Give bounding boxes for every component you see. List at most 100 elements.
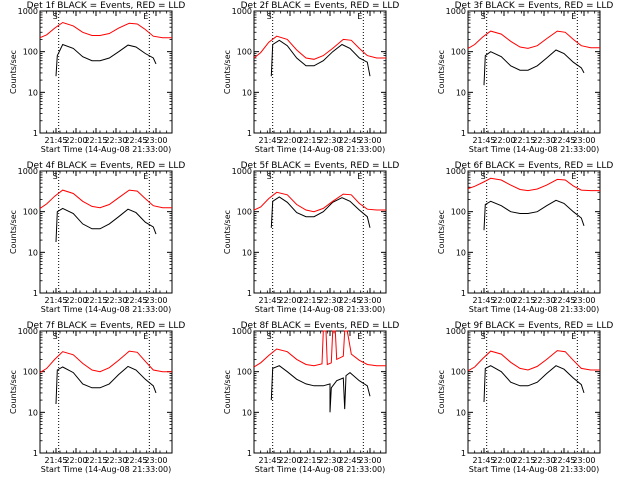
plot-frame — [467, 10, 601, 134]
x-axis-label: Start Time (14-Aug-08 21:33:00) — [41, 465, 172, 474]
series-lld — [39, 189, 172, 209]
x-axis-label: Start Time (14-Aug-08 21:33:00) — [41, 305, 172, 314]
y-tick-label: 1000 — [18, 7, 38, 16]
x-tick-label: 21:45 — [258, 456, 281, 465]
x-tick-label: 22:30 — [318, 296, 341, 305]
marker-label: E — [571, 332, 576, 341]
marker-label: E — [357, 332, 362, 341]
x-tick-label: 22:45 — [124, 136, 147, 145]
x-tick-label: 22:15 — [298, 136, 321, 145]
plot-frame — [253, 10, 387, 134]
x-tick-label: 22:30 — [532, 456, 555, 465]
plot-frame — [39, 10, 173, 134]
y-tick-label: 1000 — [18, 167, 38, 176]
y-tick-label: 1000 — [232, 327, 252, 336]
y-axis-label: Counts/sec — [9, 210, 18, 254]
panel-title: Det 4f BLACK = Events, RED = LLD — [27, 161, 186, 171]
x-tick-label: 22:00 — [64, 456, 87, 465]
plot-frame — [467, 330, 601, 454]
marker-label: E — [571, 12, 576, 21]
series-lld — [253, 330, 386, 368]
panel-title: Det 7f BLACK = Events, RED = LLD — [27, 321, 186, 331]
x-tick-label: 22:30 — [532, 136, 555, 145]
y-tick-label: 1000 — [446, 327, 466, 336]
marker-label: E — [357, 12, 362, 21]
x-tick-label: 22:30 — [532, 296, 555, 305]
x-tick-label: 23:00 — [572, 456, 595, 465]
y-tick-label: 100 — [451, 208, 466, 217]
y-tick-label: 1 — [33, 289, 38, 298]
x-tick-label: 22:45 — [338, 136, 361, 145]
y-tick-label: 100 — [23, 368, 38, 377]
x-tick-label: 23:00 — [144, 136, 167, 145]
x-tick-label: 21:45 — [44, 456, 67, 465]
x-tick-label: 22:45 — [338, 456, 361, 465]
y-tick-label: 1000 — [446, 167, 466, 176]
x-tick-label: 22:15 — [512, 136, 535, 145]
x-tick-label: 22:00 — [64, 296, 87, 305]
y-axis-label: Counts/sec — [9, 50, 18, 94]
x-tick-label: 21:45 — [258, 136, 281, 145]
y-axis-label: Counts/sec — [223, 370, 232, 414]
series-lld — [39, 350, 172, 374]
panel-det-1f: Det 1f BLACK = Events, RED = LLD 1 10 100 10… — [9, 1, 185, 154]
panel-det-9f: Det 9f BLACK = Events, RED = LLD 1 10 100 10… — [437, 321, 613, 474]
series-lld — [467, 177, 600, 192]
marker-label: S — [481, 12, 486, 21]
y-axis-label: Counts/sec — [223, 210, 232, 254]
series-events — [483, 365, 585, 403]
x-tick-label: 22:15 — [84, 296, 107, 305]
series-events — [270, 196, 371, 228]
series-lld — [253, 35, 386, 60]
plot-frame — [467, 170, 601, 294]
y-tick-label: 1000 — [232, 7, 252, 16]
marker-label: E — [143, 12, 148, 21]
x-tick-label: 22:30 — [104, 136, 127, 145]
x-tick-label: 22:15 — [298, 296, 321, 305]
series-events — [270, 365, 371, 413]
marker-label: E — [571, 172, 576, 181]
x-tick-label: 22:15 — [84, 136, 107, 145]
marker-label: S — [53, 12, 58, 21]
y-tick-label: 1 — [247, 289, 252, 298]
x-tick-label: 22:15 — [84, 456, 107, 465]
plot-frame — [253, 330, 387, 454]
series-lld — [467, 350, 600, 372]
y-axis-label: Counts/sec — [437, 50, 446, 94]
series-lld — [39, 21, 172, 39]
panel-det-7f: Det 7f BLACK = Events, RED = LLD 1 10 100 10… — [9, 321, 185, 474]
x-tick-label: 22:45 — [338, 296, 361, 305]
panel-title: Det 8f BLACK = Events, RED = LLD — [241, 321, 400, 331]
y-tick-label: 1 — [461, 289, 466, 298]
y-axis-label: Counts/sec — [437, 370, 446, 414]
y-tick-label: 1 — [33, 129, 38, 138]
x-axis-label: Start Time (14-Aug-08 21:33:00) — [255, 305, 386, 314]
y-tick-label: 100 — [237, 48, 252, 57]
series-lld — [253, 191, 386, 213]
panel-title: Det 3f BLACK = Events, RED = LLD — [455, 1, 614, 11]
panel-title: Det 9f BLACK = Events, RED = LLD — [455, 321, 614, 331]
y-tick-label: 10 — [242, 408, 252, 417]
marker-label: S — [53, 332, 58, 341]
series-events — [270, 39, 371, 77]
x-tick-label: 22:45 — [124, 456, 147, 465]
y-tick-label: 10 — [28, 88, 38, 97]
panel-det-6f: Det 6f BLACK = Events, RED = LLD 1 10 100 10… — [437, 161, 613, 314]
y-tick-label: 100 — [237, 368, 252, 377]
x-tick-label: 21:45 — [258, 296, 281, 305]
x-tick-label: 23:00 — [358, 456, 381, 465]
y-tick-label: 100 — [451, 368, 466, 377]
y-tick-label: 10 — [28, 408, 38, 417]
marker-label: S — [267, 172, 272, 181]
y-tick-label: 10 — [242, 88, 252, 97]
x-tick-label: 22:45 — [552, 136, 575, 145]
y-tick-label: 100 — [23, 48, 38, 57]
plot-frame — [253, 170, 387, 294]
marker-label: S — [481, 172, 486, 181]
x-tick-label: 22:30 — [318, 136, 341, 145]
plot-frame — [39, 330, 173, 454]
y-tick-label: 1 — [33, 449, 38, 458]
panel-det-4f: Det 4f BLACK = Events, RED = LLD 1 10 100 10… — [9, 161, 185, 314]
x-axis-label: Start Time (14-Aug-08 21:33:00) — [469, 305, 600, 314]
x-tick-label: 22:00 — [278, 456, 301, 465]
